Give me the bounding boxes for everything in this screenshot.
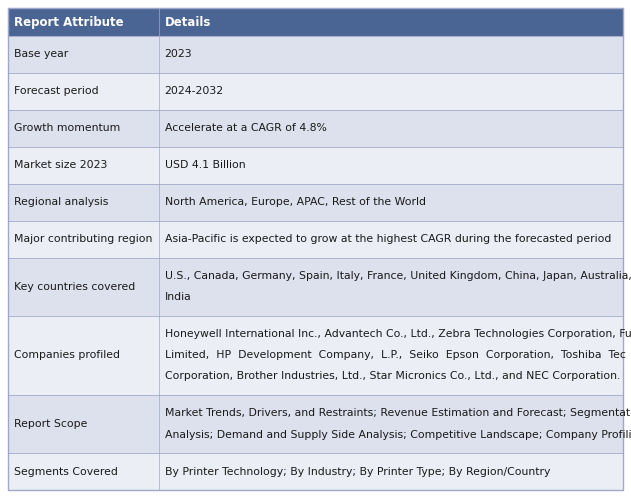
Text: 2023: 2023	[165, 49, 192, 59]
Text: North America, Europe, APAC, Rest of the World: North America, Europe, APAC, Rest of the…	[165, 197, 426, 207]
Text: Growth momentum: Growth momentum	[14, 124, 121, 133]
Text: Market Trends, Drivers, and Restraints; Revenue Estimation and Forecast; Segment: Market Trends, Drivers, and Restraints; …	[165, 408, 631, 418]
Bar	[8, 395, 623, 453]
Bar	[8, 110, 623, 147]
Bar	[8, 316, 623, 395]
Text: Segments Covered: Segments Covered	[14, 467, 118, 477]
Text: India: India	[165, 292, 191, 302]
Text: Report Attribute: Report Attribute	[14, 15, 124, 28]
Bar	[8, 8, 623, 36]
Bar	[8, 258, 623, 316]
Text: 2024-2032: 2024-2032	[165, 87, 224, 97]
Text: Limited,  HP  Development  Company,  L.P.,  Seiko  Epson  Corporation,  Toshiba : Limited, HP Development Company, L.P., S…	[165, 351, 625, 361]
Text: Details: Details	[165, 15, 211, 28]
Text: Major contributing region: Major contributing region	[14, 234, 152, 245]
Bar	[8, 36, 623, 73]
Text: Regional analysis: Regional analysis	[14, 197, 109, 207]
Text: By Printer Technology; By Industry; By Printer Type; By Region/Country: By Printer Technology; By Industry; By P…	[165, 467, 550, 477]
Bar	[8, 184, 623, 221]
Bar	[8, 73, 623, 110]
Text: Report Scope: Report Scope	[14, 419, 87, 429]
Text: Forecast period: Forecast period	[14, 87, 98, 97]
Text: Key countries covered: Key countries covered	[14, 282, 135, 292]
Text: Analysis; Demand and Supply Side Analysis; Competitive Landscape; Company Profil: Analysis; Demand and Supply Side Analysi…	[165, 430, 631, 440]
Text: U.S., Canada, Germany, Spain, Italy, France, United Kingdom, China, Japan, Austr: U.S., Canada, Germany, Spain, Italy, Fra…	[165, 271, 631, 281]
Text: Market size 2023: Market size 2023	[14, 160, 107, 170]
Text: Accelerate at a CAGR of 4.8%: Accelerate at a CAGR of 4.8%	[165, 124, 327, 133]
Text: Companies profiled: Companies profiled	[14, 351, 120, 361]
Text: Honeywell International Inc., Advantech Co., Ltd., Zebra Technologies Corporatio: Honeywell International Inc., Advantech …	[165, 329, 631, 339]
Bar	[8, 453, 623, 490]
Text: Corporation, Brother Industries, Ltd., Star Micronics Co., Ltd., and NEC Corpora: Corporation, Brother Industries, Ltd., S…	[165, 372, 620, 381]
Text: Asia-Pacific is expected to grow at the highest CAGR during the forecasted perio: Asia-Pacific is expected to grow at the …	[165, 234, 611, 245]
Bar	[8, 147, 623, 184]
Bar	[8, 221, 623, 258]
Text: USD 4.1 Billion: USD 4.1 Billion	[165, 160, 245, 170]
Text: Base year: Base year	[14, 49, 68, 59]
